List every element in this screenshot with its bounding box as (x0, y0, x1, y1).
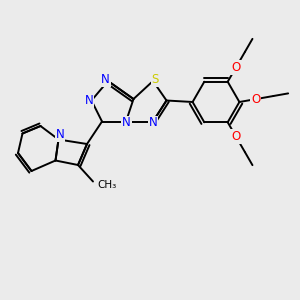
Text: N: N (85, 94, 94, 107)
Text: N: N (101, 73, 110, 86)
Text: S: S (152, 73, 159, 86)
Text: O: O (251, 93, 260, 106)
Text: N: N (148, 116, 158, 130)
Text: N: N (122, 116, 131, 130)
Text: N: N (56, 128, 64, 142)
Text: O: O (231, 130, 241, 143)
Text: O: O (231, 61, 241, 74)
Text: CH₃: CH₃ (98, 180, 117, 190)
